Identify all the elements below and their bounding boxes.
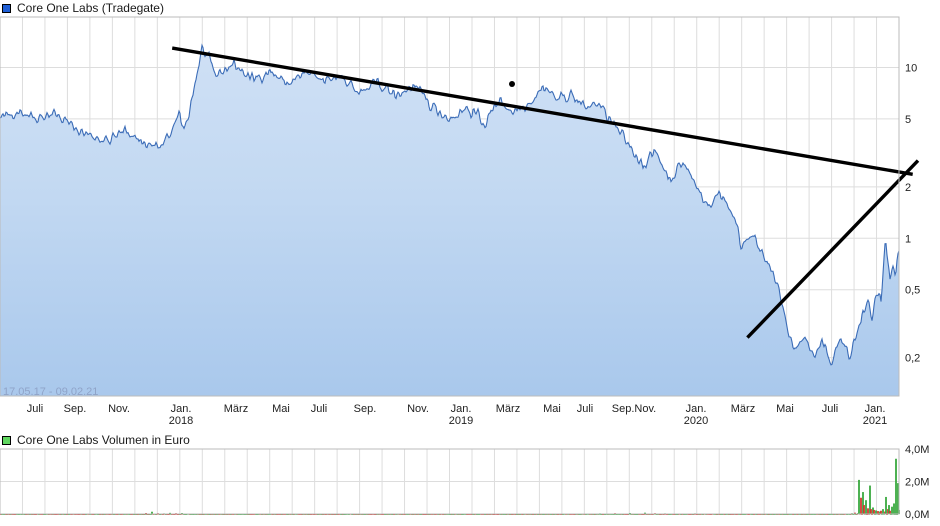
svg-text:März: März: [731, 403, 755, 415]
svg-text:2020: 2020: [684, 415, 708, 427]
svg-text:0,0M: 0,0M: [905, 509, 929, 521]
svg-text:Jan.: Jan.: [865, 403, 886, 415]
svg-text:Juli: Juli: [822, 403, 839, 415]
svg-text:0,5: 0,5: [905, 285, 920, 297]
svg-text:Mai: Mai: [272, 403, 290, 415]
svg-text:Jan.: Jan.: [451, 403, 472, 415]
svg-text:2021: 2021: [863, 415, 887, 427]
svg-text:Mai: Mai: [776, 403, 794, 415]
svg-text:März: März: [496, 403, 520, 415]
svg-text:Sep.: Sep.: [64, 403, 87, 415]
svg-text:Juli: Juli: [311, 403, 328, 415]
svg-text:2: 2: [905, 182, 911, 194]
svg-text:Jan.: Jan.: [686, 403, 707, 415]
svg-text:März: März: [224, 403, 248, 415]
svg-text:4,0M: 4,0M: [905, 444, 929, 456]
svg-text:5: 5: [905, 114, 911, 126]
svg-text:2,0M: 2,0M: [905, 477, 929, 489]
svg-text:2019: 2019: [449, 415, 473, 427]
svg-text:Sep.Nov.: Sep.Nov.: [612, 403, 656, 415]
svg-text:0,2: 0,2: [905, 353, 920, 365]
svg-text:10: 10: [905, 62, 917, 74]
svg-text:Jan.: Jan.: [171, 403, 192, 415]
svg-text:Sep.: Sep.: [354, 403, 377, 415]
svg-text:Juli: Juli: [27, 403, 44, 415]
svg-text:1: 1: [905, 233, 911, 245]
svg-text:Nov.: Nov.: [108, 403, 130, 415]
svg-text:Nov.: Nov.: [407, 403, 429, 415]
svg-text:Juli: Juli: [577, 403, 594, 415]
svg-text:Mai: Mai: [543, 403, 561, 415]
svg-text:2018: 2018: [169, 415, 193, 427]
